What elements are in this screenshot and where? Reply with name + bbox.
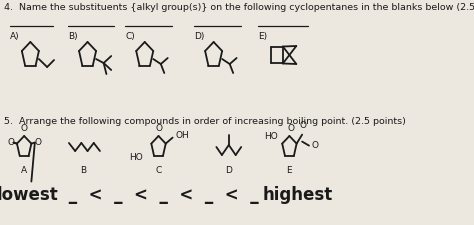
- Text: HO: HO: [264, 132, 278, 141]
- Text: _  <  _  <  _  <  _  <  _: _ < _ < _ < _ < _: [64, 186, 264, 204]
- Text: E: E: [287, 166, 292, 175]
- Text: A): A): [9, 32, 19, 41]
- Text: HO: HO: [129, 153, 143, 162]
- Text: highest: highest: [263, 186, 333, 204]
- Text: O: O: [287, 124, 294, 133]
- Text: 4.  Name the substituents {alkyl group(s)} on the following cyclopentanes in the: 4. Name the substituents {alkyl group(s)…: [4, 3, 474, 12]
- Text: O: O: [155, 124, 163, 133]
- Text: O: O: [299, 121, 306, 130]
- Text: 5.  Arrange the following compounds in order of increasing boiling point. (2.5 p: 5. Arrange the following compounds in or…: [4, 117, 406, 126]
- Text: O: O: [34, 138, 41, 147]
- Text: O: O: [21, 124, 27, 133]
- Text: C): C): [126, 32, 135, 41]
- Text: A: A: [21, 166, 27, 175]
- Text: OH: OH: [175, 131, 189, 140]
- Text: B: B: [80, 166, 86, 175]
- Text: C: C: [155, 166, 162, 175]
- Text: O: O: [312, 141, 319, 150]
- Text: D): D): [194, 32, 205, 41]
- Text: E): E): [258, 32, 267, 41]
- Text: lowest: lowest: [0, 186, 58, 204]
- Text: D: D: [225, 166, 232, 175]
- Text: B): B): [68, 32, 78, 41]
- Text: O: O: [7, 138, 14, 147]
